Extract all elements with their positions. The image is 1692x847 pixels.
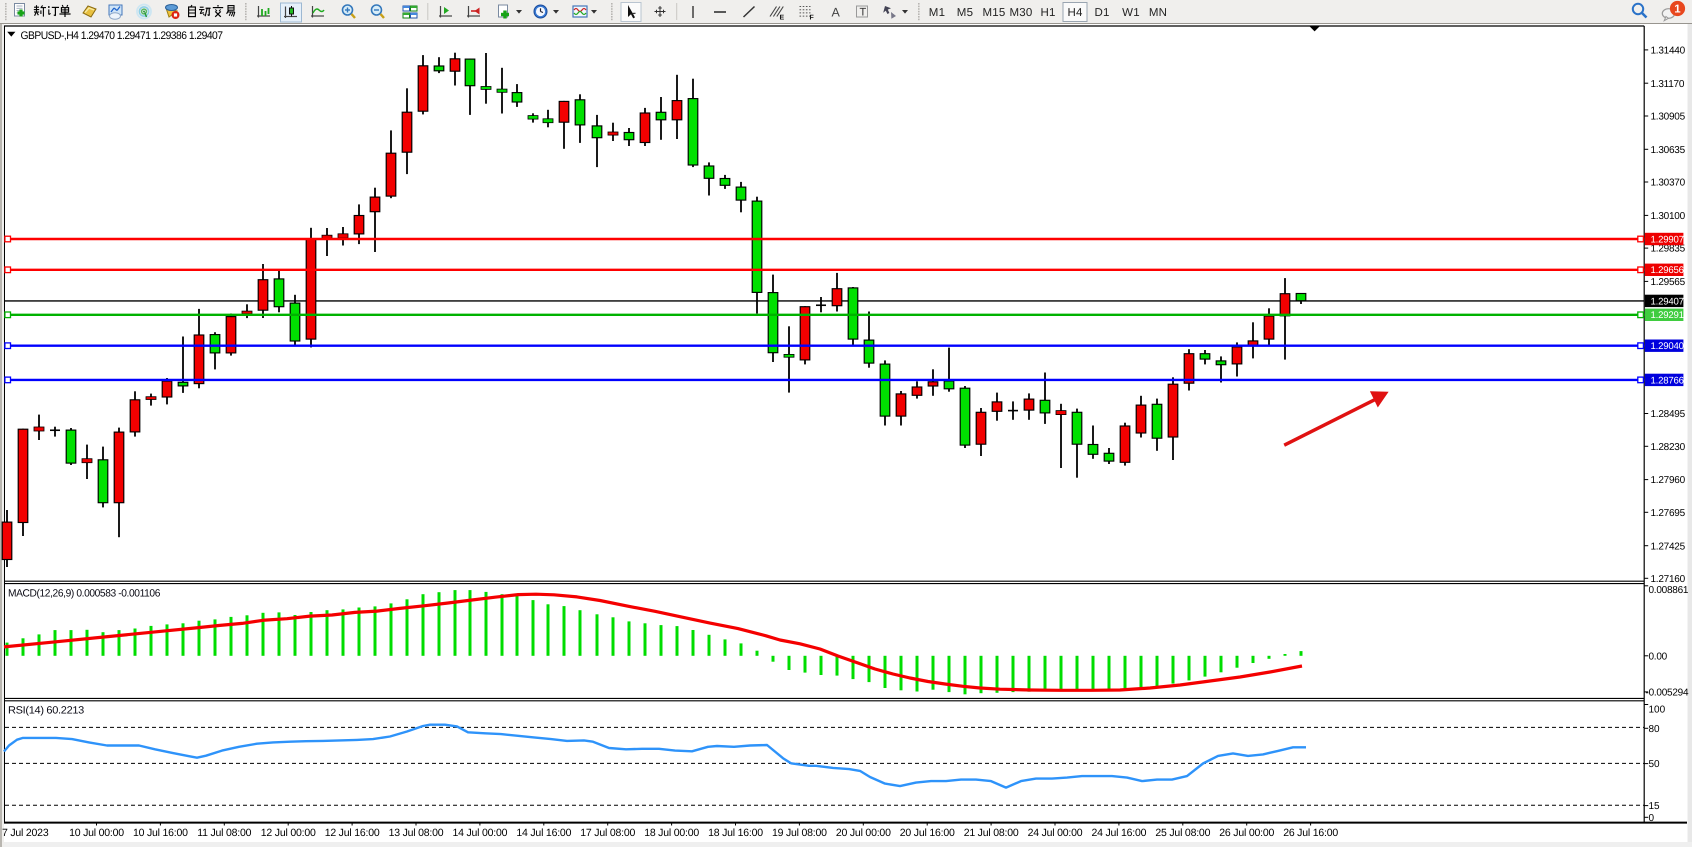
svg-text:14 Jul 00:00: 14 Jul 00:00 (452, 827, 507, 839)
svg-text:M30: M30 (1010, 7, 1033, 19)
svg-text:1.30370: 1.30370 (1651, 178, 1686, 189)
svg-text:20 Jul 16:00: 20 Jul 16:00 (900, 827, 955, 839)
svg-text:H4: H4 (1067, 7, 1083, 19)
svg-text:1.29291: 1.29291 (1651, 310, 1684, 321)
svg-text:H1: H1 (1040, 7, 1055, 19)
svg-text:E: E (780, 15, 785, 22)
svg-text:1.27695: 1.27695 (1651, 508, 1686, 519)
svg-text:24 Jul 16:00: 24 Jul 16:00 (1091, 827, 1146, 839)
svg-text:13 Jul 08:00: 13 Jul 08:00 (389, 827, 444, 839)
svg-text:1.28230: 1.28230 (1651, 442, 1686, 453)
svg-text:0.008861: 0.008861 (1649, 585, 1689, 596)
svg-text:1.29040: 1.29040 (1651, 341, 1684, 352)
svg-text:19 Jul 08:00: 19 Jul 08:00 (772, 827, 827, 839)
svg-text:-0.005294: -0.005294 (1646, 687, 1689, 698)
svg-text:MACD(12,26,9) 0.000583 -0.0011: MACD(12,26,9) 0.000583 -0.001106 (8, 588, 161, 600)
svg-text:80: 80 (1649, 724, 1661, 735)
svg-text:15: 15 (1649, 801, 1661, 812)
svg-text:100: 100 (1649, 705, 1666, 716)
svg-text:12 Jul 16:00: 12 Jul 16:00 (325, 827, 380, 839)
svg-text:M15: M15 (983, 7, 1006, 19)
svg-text:W1: W1 (1122, 7, 1140, 19)
svg-text:17 Jul 08:00: 17 Jul 08:00 (580, 827, 635, 839)
svg-text:F: F (810, 15, 815, 22)
svg-text:1.28766: 1.28766 (1651, 375, 1684, 386)
svg-text:12 Jul 00:00: 12 Jul 00:00 (261, 827, 316, 839)
svg-text:25 Jul 08:00: 25 Jul 08:00 (1155, 827, 1210, 839)
svg-text:1.29835: 1.29835 (1651, 244, 1686, 255)
svg-text:1.29565: 1.29565 (1651, 277, 1686, 288)
svg-text:1.30905: 1.30905 (1651, 112, 1686, 123)
svg-text:7 Jul 2023: 7 Jul 2023 (2, 827, 49, 839)
svg-text:M5: M5 (957, 7, 973, 19)
svg-text:1.27960: 1.27960 (1651, 475, 1686, 486)
svg-text:1.31440: 1.31440 (1651, 46, 1686, 57)
svg-text:1: 1 (1674, 4, 1681, 16)
svg-text:10 Jul 16:00: 10 Jul 16:00 (133, 827, 188, 839)
svg-text:0.00: 0.00 (1649, 651, 1668, 662)
svg-text:D1: D1 (1094, 7, 1109, 19)
svg-text:50: 50 (1649, 759, 1661, 770)
svg-text:1.29407: 1.29407 (1651, 296, 1684, 307)
svg-text:1.27425: 1.27425 (1651, 541, 1686, 552)
svg-text:1.27160: 1.27160 (1651, 574, 1686, 585)
svg-text:21 Jul 08:00: 21 Jul 08:00 (964, 827, 1019, 839)
svg-text:11 Jul 08:00: 11 Jul 08:00 (197, 827, 251, 839)
svg-text:10 Jul 00:00: 10 Jul 00:00 (69, 827, 124, 839)
svg-text:14 Jul 16:00: 14 Jul 16:00 (516, 827, 571, 839)
svg-text:RSI(14) 60.2213: RSI(14) 60.2213 (8, 705, 84, 717)
svg-text:A: A (832, 6, 841, 20)
svg-text:MN: MN (1149, 7, 1167, 19)
svg-text:26 Jul 16:00: 26 Jul 16:00 (1283, 827, 1338, 839)
svg-text:1.29907: 1.29907 (1651, 234, 1684, 245)
svg-text:18 Jul 00:00: 18 Jul 00:00 (644, 827, 699, 839)
svg-text:M1: M1 (929, 7, 945, 19)
svg-text:26 Jul 00:00: 26 Jul 00:00 (1219, 827, 1274, 839)
svg-text:1.30100: 1.30100 (1651, 211, 1686, 222)
svg-text:18 Jul 16:00: 18 Jul 16:00 (708, 827, 763, 839)
svg-text:1.28495: 1.28495 (1651, 409, 1686, 420)
svg-text:T: T (860, 7, 867, 19)
svg-text:1.31170: 1.31170 (1651, 79, 1685, 90)
svg-text:GBPUSD-,H4 1.29470 1.29471 1.: GBPUSD-,H4 1.29470 1.29471 1.29386 1.294… (21, 30, 223, 42)
svg-text:20 Jul 00:00: 20 Jul 00:00 (836, 827, 891, 839)
svg-text:1.30635: 1.30635 (1651, 145, 1686, 156)
svg-text:1.29656: 1.29656 (1651, 265, 1684, 276)
svg-text:0: 0 (1649, 813, 1655, 824)
svg-text:24 Jul 00:00: 24 Jul 00:00 (1028, 827, 1083, 839)
